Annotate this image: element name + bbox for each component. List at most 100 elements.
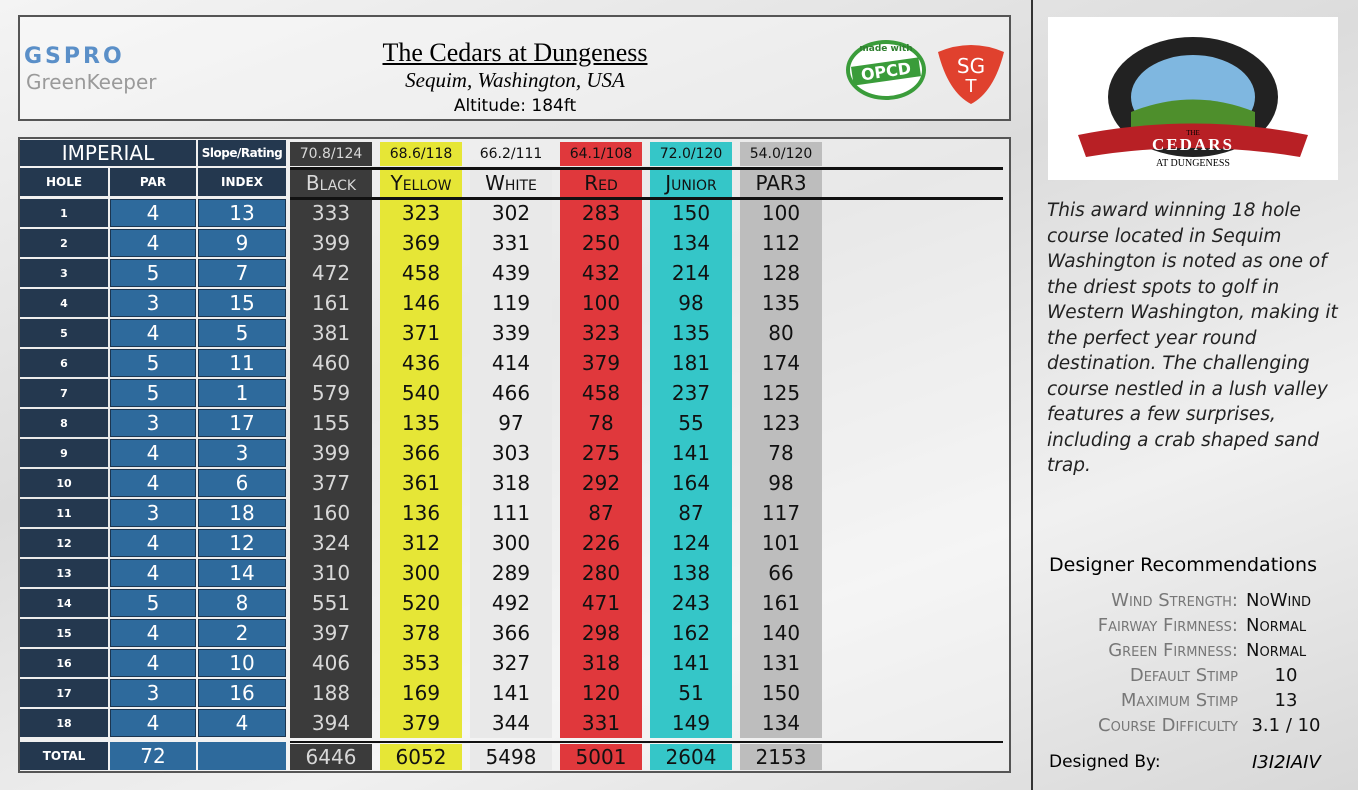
total-blank	[198, 742, 286, 770]
par: 3	[110, 499, 196, 527]
yardage: 155	[311, 411, 351, 435]
yardage: 318	[491, 471, 531, 495]
yardage: 101	[761, 531, 801, 555]
hole-number: 15	[20, 619, 108, 647]
par: 3	[110, 409, 196, 437]
yardage: 280	[581, 561, 621, 585]
yardage: 87	[588, 501, 614, 525]
yardage: 135	[671, 321, 711, 345]
yardage: 169	[401, 681, 441, 705]
divider	[1031, 0, 1033, 790]
par: 4	[110, 229, 196, 257]
logo-art	[1078, 37, 1308, 157]
yardage: 414	[491, 351, 531, 375]
rec-value: NoWind	[1246, 590, 1312, 611]
yardage: 436	[401, 351, 441, 375]
par: 4	[110, 709, 196, 737]
yardage: 150	[761, 681, 801, 705]
logo-name: Cedars	[1152, 135, 1234, 154]
rec-value: Normal	[1246, 640, 1307, 661]
badge-top: made with	[859, 44, 913, 54]
yardage: 406	[311, 651, 351, 675]
yardage: 377	[311, 471, 351, 495]
yardage: 458	[401, 261, 441, 285]
index: 9	[198, 229, 286, 257]
yardage: 66	[768, 561, 794, 585]
tee-total: 6052	[380, 744, 462, 770]
yardage: 250	[581, 231, 621, 255]
yardage: 361	[401, 471, 441, 495]
yardage: 366	[401, 441, 441, 465]
logo-top: The	[1186, 129, 1200, 137]
yardage: 111	[491, 501, 531, 525]
tee-name: PAR3	[755, 171, 807, 195]
rec-value: 13	[1274, 690, 1298, 711]
brand-sub: GreenKeeper	[26, 70, 157, 94]
altitude: Altitude: 184ft	[453, 96, 577, 116]
tee-rating: 54.0/120	[740, 142, 822, 166]
yardage: 150	[671, 201, 711, 225]
yardage: 149	[671, 711, 711, 735]
yardage: 492	[491, 591, 531, 615]
badge-main: OPCD	[851, 57, 921, 86]
par: 5	[110, 379, 196, 407]
yardage: 303	[491, 441, 531, 465]
units-header: Imperial	[20, 140, 196, 166]
index: 18	[198, 499, 286, 527]
yardage: 141	[671, 651, 711, 675]
par: 4	[110, 469, 196, 497]
index: 4	[198, 709, 286, 737]
yardage: 135	[401, 411, 441, 435]
hole-number: 18	[20, 709, 108, 737]
yardage: 275	[581, 441, 621, 465]
tee-name: Yellow	[390, 171, 452, 195]
yardage: 78	[588, 411, 614, 435]
yardage: 540	[401, 381, 441, 405]
yardage: 298	[581, 621, 621, 645]
yardage: 140	[761, 621, 801, 645]
yardage: 333	[311, 201, 351, 225]
par: 4	[110, 439, 196, 467]
hole-number: 17	[20, 679, 108, 707]
par: 3	[110, 679, 196, 707]
tee-total: 5498	[470, 744, 552, 770]
index: 14	[198, 559, 286, 587]
tee-name: Red	[584, 171, 618, 195]
badge-shape	[938, 45, 1004, 104]
yardage: 136	[401, 501, 441, 525]
yardage: 164	[671, 471, 711, 495]
yardage: 283	[581, 201, 621, 225]
sgt-badge	[938, 45, 1004, 104]
yardage: 323	[401, 201, 441, 225]
tee-column	[290, 168, 372, 738]
rule	[290, 741, 1003, 743]
index: 7	[198, 259, 286, 287]
slope-header: Slope/Rating	[198, 140, 286, 166]
yardage: 146	[401, 291, 441, 315]
location: Sequim, Washington, USA	[405, 68, 625, 92]
par: 4	[110, 619, 196, 647]
yardage: 460	[311, 351, 351, 375]
tee-total: 2153	[740, 744, 822, 770]
logo-bottom: at Dungeness	[1156, 158, 1230, 169]
yardage: 366	[491, 621, 531, 645]
yardage: 112	[761, 231, 801, 255]
yardage: 174	[761, 351, 801, 375]
par: 4	[110, 199, 196, 227]
index: 2	[198, 619, 286, 647]
yardage: 381	[311, 321, 351, 345]
par: 4	[110, 649, 196, 677]
yardage: 310	[311, 561, 351, 585]
designer-label: Designed By:	[1049, 752, 1161, 772]
rec-value: 10	[1274, 665, 1298, 686]
yardage: 312	[401, 531, 441, 555]
yardage: 141	[491, 681, 531, 705]
index: 10	[198, 649, 286, 677]
par: 3	[110, 289, 196, 317]
yardage: 162	[671, 621, 711, 645]
hole-number: 2	[20, 229, 108, 257]
badge-right-sub: T	[965, 76, 977, 97]
yardage: 117	[761, 501, 801, 525]
yardage: 432	[581, 261, 621, 285]
